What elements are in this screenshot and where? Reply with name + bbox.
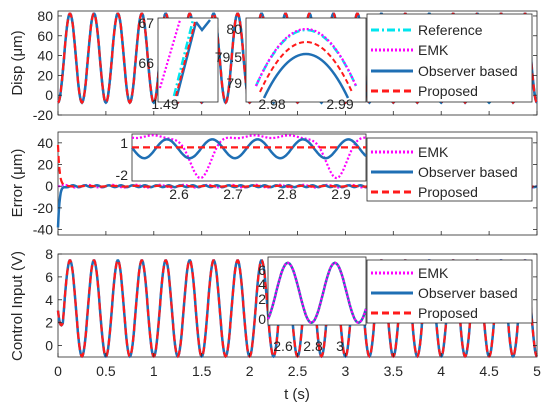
legend-label-emk: EMK <box>418 144 449 160</box>
y-tick-label: -40 <box>33 222 53 238</box>
legend-label-emk: EMK <box>418 265 449 281</box>
inset-ytick: 2 <box>258 291 266 307</box>
inset-xtick: 2.8 <box>277 186 297 202</box>
x-tick-label: 4.5 <box>479 363 499 379</box>
y-tick-label: 0 <box>45 87 53 103</box>
inset-frame <box>131 133 367 182</box>
x-tick-label: 0.5 <box>96 363 116 379</box>
x-tick-label: 1 <box>150 363 158 379</box>
series-observer-based-zoom <box>131 138 367 160</box>
series-emk-zoom <box>267 261 368 324</box>
x-tick-label: 2 <box>246 363 254 379</box>
panel-error: 40 20 0 -20 -40 Error (μm) 1 -2 2.6 2.7 2.8 … <box>9 131 538 238</box>
legend-label-observer: Observer based <box>418 285 518 301</box>
inset-plot-area <box>131 134 367 180</box>
inset-plot-area <box>266 261 368 324</box>
y-axis-ticks: 80 60 40 20 0 -20 <box>33 8 538 123</box>
legend-label-proposed: Proposed <box>418 184 478 200</box>
inset-xtick: 2.6 <box>273 338 293 354</box>
y-tick-label: 6 <box>45 269 53 285</box>
legend-label-proposed: Proposed <box>418 305 478 321</box>
x-tick-label: 3 <box>342 363 350 379</box>
y-tick-label: 8 <box>45 246 53 262</box>
y-axis-label: Error (μm) <box>9 149 26 218</box>
inset-xtick: 1.49 <box>151 96 178 112</box>
inset-xtick: 3 <box>336 338 344 354</box>
legend: EMK Observer based Proposed <box>366 259 533 324</box>
x-tick-label: 5 <box>533 363 541 379</box>
y-tick-label: 40 <box>37 48 53 64</box>
legend-label-reference: Reference <box>418 22 483 38</box>
inset-xtick: 2.99 <box>326 96 353 112</box>
inset-ytick: 0 <box>258 311 266 327</box>
inset-ytick: 4 <box>258 276 266 292</box>
series-emk-zoom <box>131 134 367 180</box>
zoom-inset: 80 79.5 79 2.98 2.99 <box>215 17 367 112</box>
y-tick-label: 80 <box>37 8 53 24</box>
x-axis-ticks: 0 0.5 1 1.5 2 2.5 3 3.5 4 4.5 5 <box>54 353 541 379</box>
inset-ytick: 80 <box>226 21 242 37</box>
y-tick-label: 40 <box>37 135 53 151</box>
inset-frame <box>245 17 367 103</box>
series-observer-zoom <box>262 53 350 99</box>
y-tick-label: 0 <box>45 338 53 354</box>
series-proposed-zoom <box>175 21 196 97</box>
x-tick-label: 0 <box>54 363 62 379</box>
inset-ytick: 1 <box>120 135 128 151</box>
x-tick-label: 1.5 <box>192 363 212 379</box>
legend: Reference EMK Observer based Proposed <box>366 13 533 103</box>
inset-ytick: 66 <box>138 55 154 71</box>
series-observer-zoom-tip <box>195 19 211 33</box>
x-tick-label: 2.5 <box>288 363 308 379</box>
inset-ytick: 67 <box>138 15 154 31</box>
inset-ytick: 79 <box>226 75 242 91</box>
inset-ytick: 6 <box>258 262 266 278</box>
y-tick-label: 60 <box>37 28 53 44</box>
series-reference-zoom <box>172 19 195 97</box>
series-proposed <box>56 144 538 188</box>
legend-label-emk: EMK <box>418 42 449 58</box>
inset-ytick: -2 <box>116 167 129 183</box>
y-tick-label: -20 <box>33 107 53 123</box>
x-tick-label: 4 <box>437 363 445 379</box>
x-tick-label: 3.5 <box>384 363 404 379</box>
inset-ytick: 79.5 <box>215 49 242 65</box>
inset-frame <box>157 17 219 103</box>
inset-xtick: 2.98 <box>258 96 285 112</box>
x-axis-label: t (s) <box>284 386 310 403</box>
inset-xtick: 2.8 <box>303 338 323 354</box>
y-tick-label: 20 <box>37 67 53 83</box>
y-axis-ticks: 40 20 0 -20 -40 <box>33 135 538 238</box>
y-tick-label: 2 <box>45 315 53 331</box>
inset-xtick: 2.6 <box>169 186 189 202</box>
legend-label-observer: Observer based <box>418 164 518 180</box>
legend: EMK Observer based Proposed <box>366 137 533 202</box>
y-tick-label: 4 <box>45 292 53 308</box>
y-axis-label: Disp (μm) <box>9 30 26 95</box>
inset-xtick: 2.9 <box>331 186 351 202</box>
y-axis-label: Control Input (V) <box>9 251 26 361</box>
zoom-inset: 6 4 2 0 2.6 2.8 3 <box>258 256 368 354</box>
legend-label-proposed: Proposed <box>418 83 478 99</box>
y-tick-label: 20 <box>37 157 53 173</box>
zoom-inset: 67 66 1.49 <box>138 15 219 112</box>
series-reference-zoom <box>254 28 358 87</box>
zoom-inset: 1 -2 2.6 2.7 2.8 2.9 <box>116 133 367 202</box>
y-tick-label: 0 <box>45 178 53 194</box>
y-tick-label: -20 <box>33 200 53 216</box>
panel-displacement: 80 60 40 20 0 -20 Disp (μm) 67 66 1.49 80 79.… <box>9 8 538 123</box>
inset-xtick: 2.7 <box>223 186 243 202</box>
legend-label-observer: Observer based <box>418 63 518 79</box>
